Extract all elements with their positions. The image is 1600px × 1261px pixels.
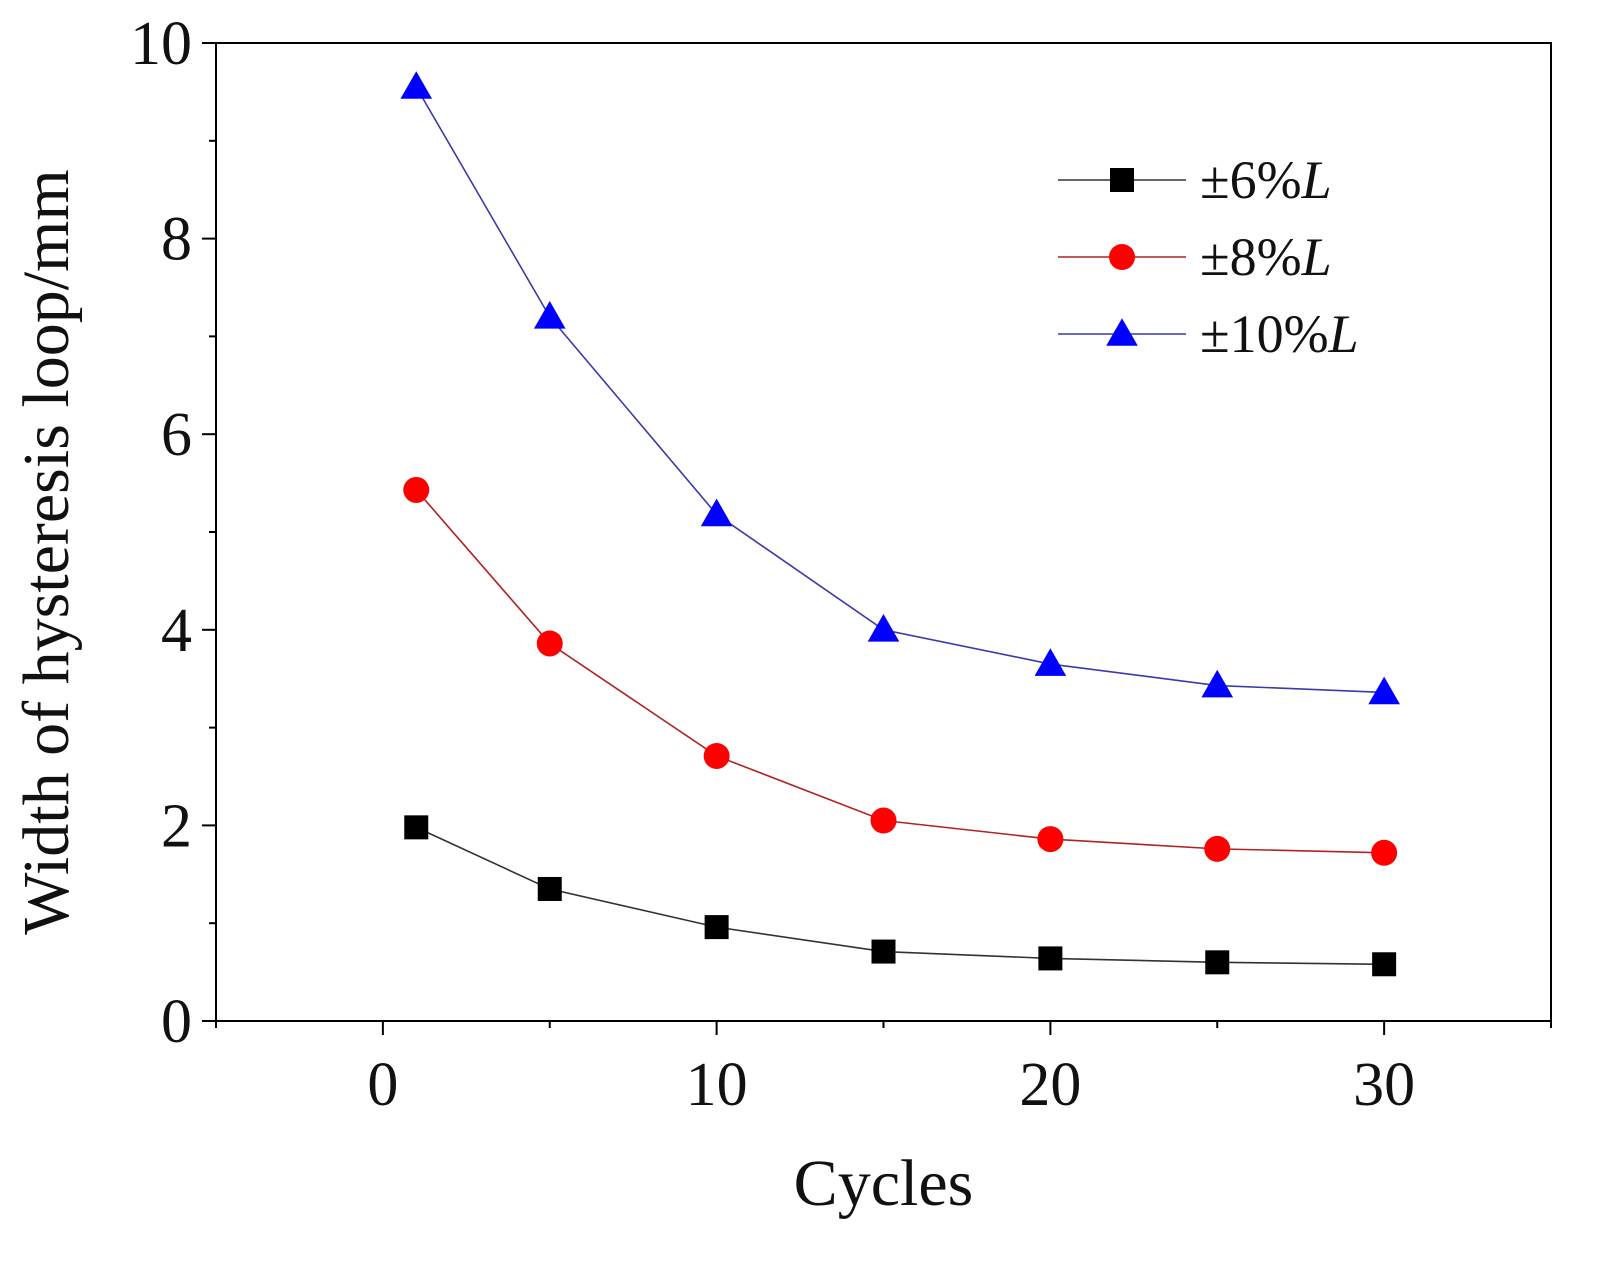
data-point-triangle (400, 71, 433, 99)
data-point-square (537, 876, 562, 901)
data-point-circle (403, 476, 430, 503)
legend-entry: ±6%L (1058, 150, 1332, 210)
data-point-square (1205, 950, 1230, 975)
x-tick-label: 0 (367, 1051, 398, 1119)
data-point-circle (1204, 835, 1231, 862)
y-axis-title: Width of hysteresis loop/mm (10, 169, 83, 934)
data-point-triangle (1034, 648, 1067, 676)
data-point-circle (1037, 826, 1064, 853)
series-line (415, 489, 1385, 854)
y-tick-label: 6 (161, 401, 192, 469)
series-layer (400, 71, 1400, 977)
data-point-triangle (533, 301, 566, 329)
legend-label: ±6%L (1200, 150, 1332, 210)
y-tick-label: 0 (161, 988, 192, 1056)
legend-entry: ±10%L (1058, 304, 1359, 364)
data-point-circle (703, 742, 730, 769)
data-point-circle (870, 807, 897, 834)
series-circle (403, 476, 1398, 866)
series-square (404, 815, 1397, 977)
data-point-triangle (867, 614, 900, 642)
data-point-triangle (1368, 676, 1400, 705)
data-point-square (1372, 952, 1397, 977)
data-point-square (871, 939, 896, 964)
legend-label: ±10%L (1200, 304, 1359, 364)
x-tick-label: 30 (1353, 1051, 1415, 1119)
data-point-circle (1371, 839, 1398, 866)
data-point-triangle (700, 498, 733, 527)
x-tick-label: 20 (1019, 1051, 1081, 1119)
data-point-square (704, 915, 729, 940)
axes-layer: 0 2 4 6 8 10 0 10 20 30 (130, 10, 1552, 1119)
y-tick-label: 4 (161, 597, 192, 665)
plot-frame (215, 42, 1552, 1022)
legend-entry: ±8%L (1058, 227, 1332, 287)
y-tick-label: 10 (130, 10, 192, 78)
data-point-circle (536, 630, 563, 657)
x-tick-label: 10 (686, 1051, 748, 1119)
x-axis-title: Cycles (794, 1147, 974, 1220)
legend-marker-circle (1109, 244, 1135, 270)
legend-label: ±8%L (1200, 227, 1332, 287)
data-point-square (404, 815, 429, 840)
y-tick-label: 8 (161, 206, 192, 274)
legend-marker-square (1110, 168, 1134, 192)
legend: ±6%L ±8%L ±10%L (1058, 150, 1359, 364)
legend-marker-triangle (1106, 318, 1138, 346)
data-point-square (1038, 946, 1063, 971)
data-point-triangle (1201, 669, 1234, 698)
y-tick-label: 2 (161, 792, 192, 860)
series-triangle (400, 71, 1400, 705)
